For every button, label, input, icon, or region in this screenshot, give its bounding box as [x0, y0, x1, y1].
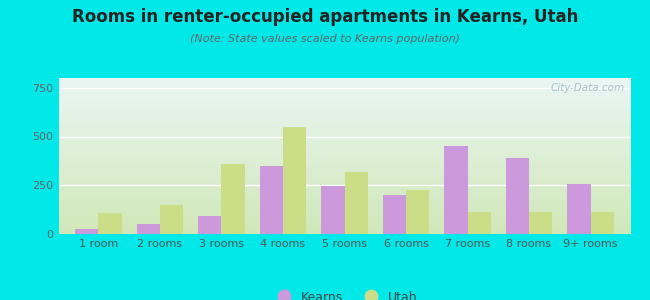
Bar — [590, 212, 614, 234]
Bar — [467, 212, 491, 234]
Bar — [75, 229, 99, 234]
Bar — [444, 146, 467, 234]
Text: (Note: State values scaled to Kearns population): (Note: State values scaled to Kearns pop… — [190, 34, 460, 44]
Bar — [259, 166, 283, 234]
Text: City-Data.com: City-Data.com — [551, 83, 625, 93]
Bar — [136, 224, 160, 234]
Bar — [567, 184, 590, 234]
Bar — [198, 217, 222, 234]
Text: Rooms in renter-occupied apartments in Kearns, Utah: Rooms in renter-occupied apartments in K… — [72, 8, 578, 26]
Bar — [406, 190, 430, 234]
Bar — [222, 164, 245, 234]
Bar — [383, 195, 406, 234]
Bar — [160, 205, 183, 234]
Legend: Kearns, Utah: Kearns, Utah — [266, 286, 423, 300]
Bar — [99, 212, 122, 234]
Bar — [283, 127, 306, 234]
Bar — [506, 158, 529, 234]
Bar — [529, 212, 552, 234]
Bar — [321, 186, 345, 234]
Bar — [344, 172, 368, 234]
